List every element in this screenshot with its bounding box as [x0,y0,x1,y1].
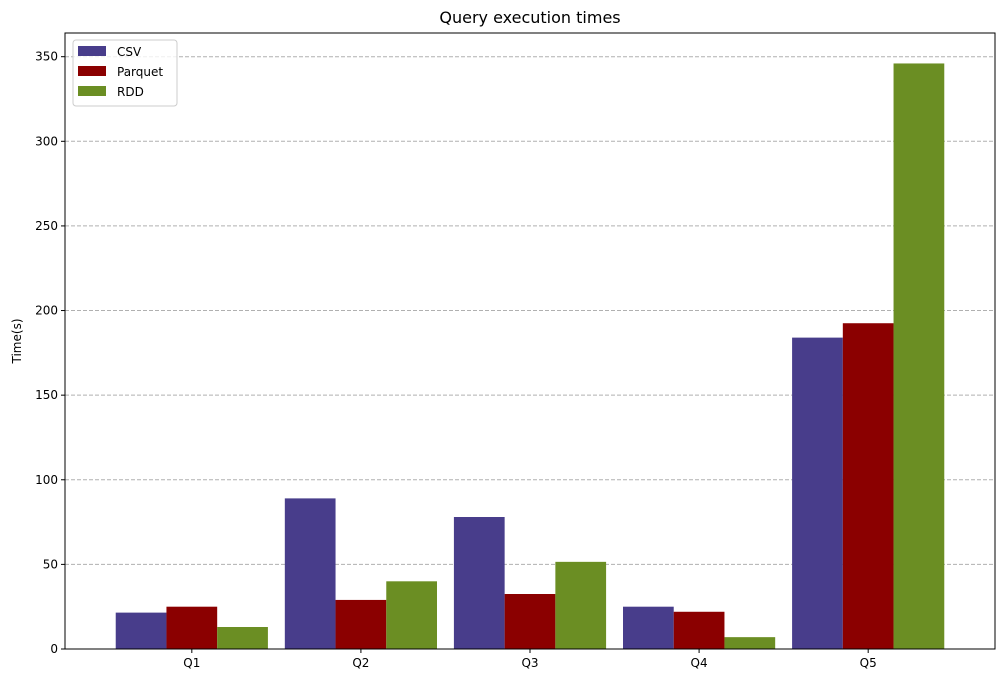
bar-parquet-q4 [673,611,725,649]
legend-swatch-rdd [78,86,106,96]
x-axis: Q1 Q2 Q3 Q4 Q5 [183,649,877,670]
bar-rdd-q5 [893,63,945,649]
bar-parquet-q2 [335,599,387,649]
bar-parquet-q3 [504,594,556,649]
chart-title: Query execution times [439,8,620,27]
x-tick-label: Q1 [183,656,200,670]
x-tick-label: Q4 [691,656,708,670]
legend-swatch-csv [78,46,106,56]
y-axis-label: Time(s) [10,319,24,365]
y-tick-label: 150 [35,388,58,402]
bar-parquet-q1 [166,606,218,649]
y-tick-label: 0 [50,642,58,656]
y-axis: 0 50 100 150 200 250 300 350 [35,50,65,656]
bar-rdd-q1 [217,627,268,649]
bar-csv-q3 [453,517,505,649]
x-tick-label: Q5 [860,656,877,670]
bar-rdd-q3 [555,561,607,649]
bar-parquet-q5 [842,323,894,649]
y-tick-label: 300 [35,134,58,148]
bar-csv-q1 [115,612,167,649]
y-tick-label: 100 [35,473,58,487]
bar-rdd-q4 [724,637,776,649]
legend-label-parquet: Parquet [117,65,163,79]
legend-swatch-parquet [78,66,106,76]
bar-csv-q5 [792,337,843,649]
bar-rdd-q2 [386,581,437,649]
y-tick-label: 350 [35,50,58,64]
bar-csv-q2 [284,498,336,649]
legend-items: CSV Parquet RDD [78,45,163,99]
y-tick-label: 50 [43,557,58,571]
y-tick-label: 250 [35,219,58,233]
x-tick-label: Q2 [352,656,369,670]
x-tick-label: Q3 [521,656,538,670]
legend-label-rdd: RDD [117,85,144,99]
y-tick-label: 200 [35,304,58,318]
legend: CSV Parquet RDD [72,39,178,107]
legend-label-csv: CSV [117,45,142,59]
bar-csv-q4 [623,606,674,649]
bars [115,63,945,649]
